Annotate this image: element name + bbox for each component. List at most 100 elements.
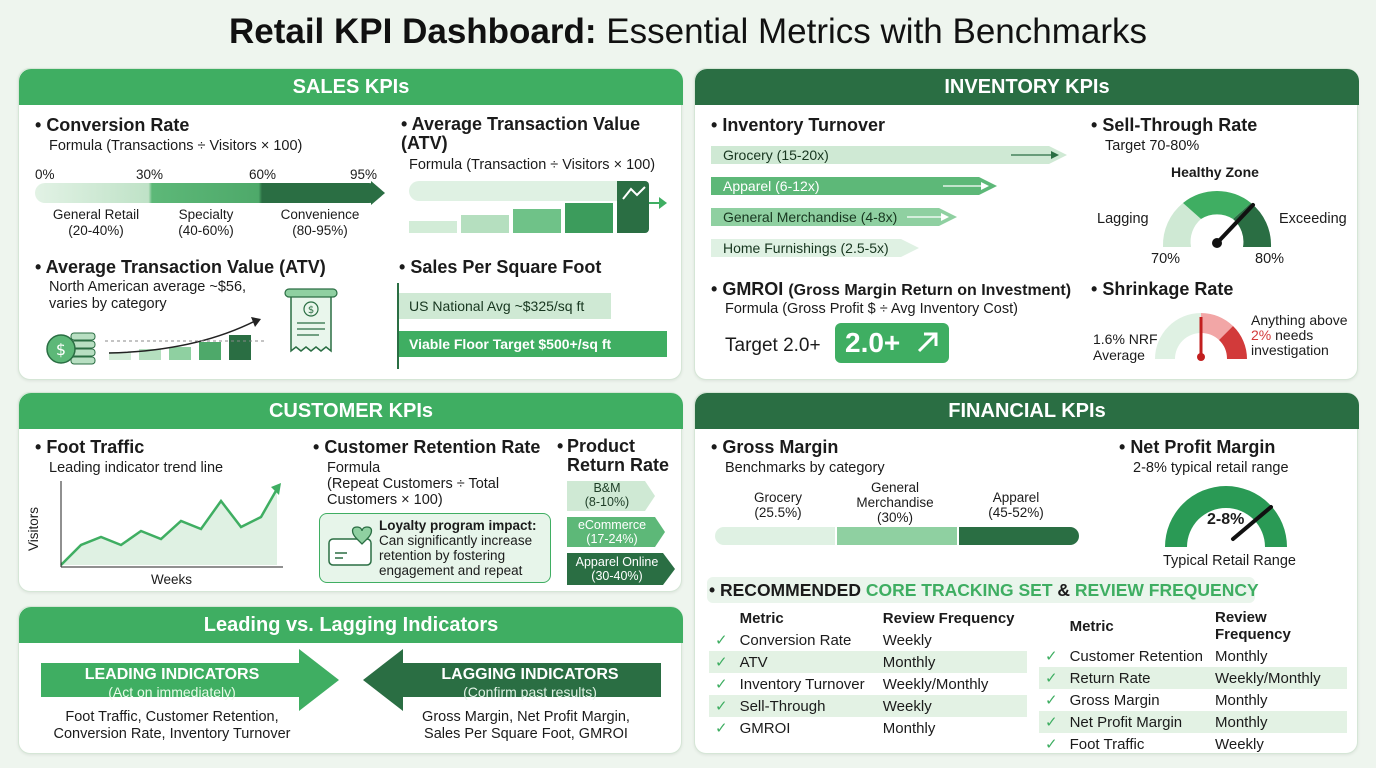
foot-traffic-desc: Leading indicator trend line [49,460,224,476]
net-profit-margin-title: Net Profit Margin [1119,437,1275,458]
return-bm-label: B&M (8-10%) [584,481,630,509]
customer-retention-formula: Formula (Repeat Customers ÷ Total Custom… [327,460,500,508]
table-row: ✓ ATV Monthly [709,651,1027,673]
atv-bar-4 [565,203,613,233]
svg-text:$: $ [56,340,66,359]
general-merch-turnover-arrow [711,208,957,226]
inventory-kpis-header: INVENTORY KPIs [695,69,1359,105]
col-check [1039,607,1064,645]
return-bm-arrow [567,481,655,511]
gmroi-title: GMROI (Gross Margin Return on Investment… [711,279,1071,300]
home-furnishings-turnover-label: Home Furnishings (2.5-5x) [723,240,889,256]
check-icon: ✓ [1045,648,1058,665]
customer-kpis-header: CUSTOMER KPIs [19,393,683,429]
check-icon: ✓ [1039,667,1064,689]
check-icon: ✓ [709,651,734,673]
indicators-header: Leading vs. Lagging Indicators [19,607,683,643]
net-profit-gauge-caption: Typical Retail Range [1163,553,1296,569]
sales-kpis-panel: SALES KPIs Conversion Rate Formula (Tran… [18,68,683,380]
svg-text:$: $ [308,305,314,316]
page-title: Retail KPI Dashboard: Essential Metrics … [228,12,1148,51]
tracking-title-freq: REVIEW FREQUENCY [1074,580,1259,600]
exceeding-label: Exceeding [1279,211,1347,227]
atv-mini-bar-1 [109,352,131,360]
shrinkage-threshold-value: 2% [1251,327,1272,343]
receipt-icon: $ [284,288,338,353]
atv-mini-bar-4 [199,342,221,360]
col-metric: Metric [739,609,784,627]
gmroi-formula: Formula (Gross Profit $ ÷ Avg Inventory … [725,301,1018,317]
lagging-indicators-subtitle: (Confirm past results) [463,684,597,700]
return-apparel-online-label: Apparel Online (30-40%) [575,555,659,583]
product-return-title: • Product Return Rate [557,436,670,475]
indicators-panel: Leading vs. Lagging Indicators LEADING I… [18,606,683,754]
convenience-label: Convenience (80-95%) [280,207,360,238]
check-icon: ✓ [715,720,728,737]
check-icon: ✓ [715,632,728,649]
leading-indicators-arrow [41,649,339,711]
foot-traffic-title: Foot Traffic [35,437,144,458]
gross-apparel-label: Apparel (45-52%) [988,490,1044,520]
gross-margin-bar-apparel [959,527,1079,545]
lagging-indicators-list: Gross Margin, Net Profit Margin, Sales P… [422,709,630,742]
return-ecommerce-label: eCommerce (17-24%) [577,518,647,546]
sell-through-high: 80% [1255,251,1285,267]
sell-through-gauge [1162,190,1272,248]
table-row: ✓ Sell-Through Weekly [709,695,1027,717]
table-row: ✓ Return Rate Weekly/Monthly [1039,667,1347,689]
gross-margin-bar-general [837,527,957,545]
customer-retention-title: Customer Retention Rate [313,437,540,458]
lagging-indicators-arrow [363,649,661,711]
customer-kpis-panel: CUSTOMER KPIs Foot Traffic Leading indic… [18,392,683,592]
shrinkage-gauge [1155,313,1247,361]
net-profit-gauge [1165,486,1287,547]
coins-icon: $ [46,332,96,365]
specialty-label: Specialty (40-60%) [178,207,234,238]
return-ecommerce-arrow [567,517,665,547]
table-row: ✓ GMROI Monthly [709,717,1027,739]
leading-indicators-list: Foot Traffic, Customer Retention, Conver… [53,709,291,742]
tracking-table-right: Metric Review Frequency ✓ Customer Retent… [1039,607,1347,755]
atv-formula-title: Average Transaction Value (ATV) [401,115,661,153]
foot-traffic-x-label: Weeks [151,572,193,587]
shrinkage-threshold-note: Anything above 2% needs investigation [1251,312,1348,358]
check-icon: ✓ [715,676,728,693]
sales-kpis-header: SALES KPIs [19,69,683,105]
foot-traffic-chart [60,481,283,568]
check-icon: ✓ [709,695,734,717]
financial-kpis-header: FINANCIAL KPIs [695,393,1359,429]
conversion-scale-bar [35,183,379,203]
apparel-turnover-arrow [711,177,997,195]
conversion-tick-0: 0% [35,167,55,182]
shrinkage-nrf-average: 1.6% NRF Average [1093,331,1158,363]
return-apparel-online-arrow [567,553,675,585]
gmroi-target: Target 2.0+ [725,335,821,356]
inventory-turnover-title: Inventory Turnover [711,115,885,136]
gross-margin-desc: Benchmarks by category [725,460,885,476]
loyalty-title: Loyalty program impact: [379,518,537,533]
sell-through-title: Sell-Through Rate [1091,115,1257,136]
conversion-scale-arrowhead [371,181,385,205]
loyalty-text: Can significantly increase retention by … [379,533,533,578]
gross-grocery-label: Grocery (25.5%) [753,490,802,520]
conversion-tick-60: 60% [249,167,277,182]
atv-bar-1 [409,221,457,233]
shrinkage-title: Shrinkage Rate [1091,279,1233,300]
gmroi-badge: 2.0+ [835,323,949,363]
general-retail-label: General Retail (20-40%) [52,207,140,238]
tracking-table-left: Metric Review Frequency ✓ Conversion Rate… [709,607,1027,739]
net-profit-gauge-value: 2-8% [1207,511,1245,528]
col-frequency: Review Frequency [882,609,1015,627]
atv-formula-text: Formula (Transaction ÷ Visitors × 100) [409,157,656,173]
inventory-kpis-panel: INVENTORY KPIs Inventory Turnover Grocer… [694,68,1359,380]
table-row: ✓ Net Profit Margin Monthly [1039,711,1347,733]
col-check [709,607,734,629]
spsf-title: Sales Per Square Foot [399,257,601,278]
grocery-turnover-arrow [711,146,1067,164]
healthy-zone-label: Healthy Zone [1171,164,1259,180]
table-row: ✓ Inventory Turnover Weekly/Monthly [709,673,1027,695]
col-metric: Metric [1069,617,1114,635]
spsf-viable-bar: Viable Floor Target $500+/sq ft [399,331,667,357]
atv-bar-2 [461,215,509,233]
leading-indicators-title: LEADING INDICATORS [84,666,260,683]
